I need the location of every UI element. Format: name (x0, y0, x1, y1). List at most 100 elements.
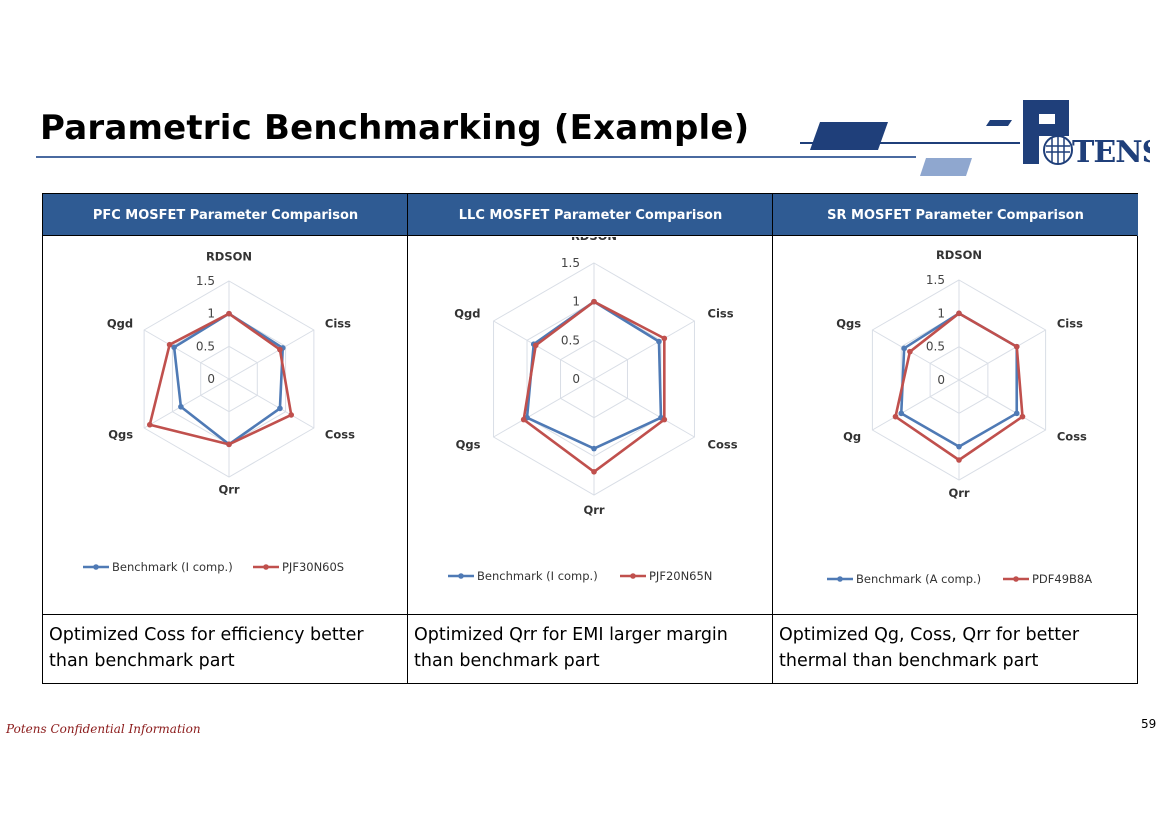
radar-chart-pfc-svg: 0 0.5 1 1.5 RDSON Ciss Coss Qrr Qgs Qgd Benchmark … (83, 249, 355, 574)
chart-legend: Benchmark (I comp.) PJF30N60S (83, 560, 344, 574)
radar-point (907, 348, 913, 355)
radar-point (178, 403, 184, 410)
description-pfc: Optimized Coss for efficiency better tha… (49, 625, 364, 671)
radar-point (591, 298, 597, 305)
radar-chart-pfc: 0 0.5 1 1.5 RDSON Ciss Coss Qrr Qgs Qgd Benchmark … (43, 237, 407, 614)
radar-axis-label: Qgd (454, 306, 480, 320)
column-divider (772, 194, 773, 683)
column-divider (407, 194, 408, 683)
radar-axis-label: Coss (325, 427, 355, 441)
chart-legend: Benchmark (A comp.) PDF49B8A (827, 572, 1092, 586)
row-divider (43, 614, 1137, 615)
radar-axis-label: Coss (708, 438, 738, 452)
radar-tick-label: 0.5 (561, 333, 580, 347)
radar-axis-label: Qgd (107, 317, 133, 331)
radar-point (277, 405, 283, 412)
radar-tick-label: 1.5 (196, 274, 215, 288)
radar-axis-label: Qrr (218, 483, 239, 497)
comparison-table: PFC MOSFET Parameter Comparison LLC MOSF… (42, 193, 1138, 684)
radar-axis-label: Ciss (325, 317, 351, 331)
page-number: 59 (1141, 717, 1157, 731)
radar-axis-label: Qgs (108, 427, 133, 441)
radar-spoke (958, 379, 1046, 431)
radar-point (171, 344, 177, 351)
legend-label: Benchmark (I comp.) (112, 560, 233, 574)
radar-point (591, 445, 597, 452)
legend-label: PDF49B8A (1032, 572, 1092, 586)
radar-point (898, 410, 905, 417)
header-sr: SR MOSFET Parameter Comparison (773, 194, 1138, 236)
legend-marker (1013, 576, 1019, 582)
radar-axis-label: Qgs (456, 438, 481, 452)
radar-point (901, 345, 907, 352)
title-underline (36, 156, 916, 158)
radar-chart-llc: 0 0.5 1 1.5 RDSON Ciss Coss Qrr Qgs Qgd Benchmark … (408, 229, 772, 614)
stripe-small-shape (986, 120, 1012, 126)
description-llc: Optimized Qrr for EMI larger margin than… (414, 625, 728, 671)
radar-spoke (593, 320, 695, 380)
radar-point (277, 346, 283, 353)
radar-axis-label: RDSON (571, 237, 617, 243)
radar-point (532, 342, 539, 349)
radar-spoke (143, 378, 230, 429)
row-divider (43, 235, 1137, 236)
legend-marker (458, 573, 464, 579)
radar-spoke (228, 378, 315, 429)
radar-point (146, 421, 153, 428)
confidential-footer: Potens Confidential Information (6, 722, 201, 736)
radar-chart-llc-svg: 0 0.5 1 1.5 RDSON Ciss Coss Qrr Qgs Qgd Benchmark … (448, 229, 738, 583)
radar-spoke (493, 378, 595, 438)
radar-point (1013, 410, 1020, 417)
radar-point (956, 310, 962, 317)
header-pfc: PFC MOSFET Parameter Comparison (43, 194, 408, 236)
radar-tick-label: 1.5 (561, 256, 580, 270)
radar-point (956, 457, 962, 463)
radar-axis-label: Ciss (708, 306, 734, 320)
radar-point (166, 341, 173, 348)
header-llc: LLC MOSFET Parameter Comparison (408, 194, 773, 236)
radar-spoke (593, 378, 695, 438)
stripe-dark-shape (810, 122, 888, 150)
radar-point (956, 443, 962, 450)
radar-point (226, 441, 232, 448)
radar-tick-label: 0 (937, 373, 945, 387)
legend-label: PJF20N65N (649, 569, 712, 583)
chart-legend: Benchmark (I comp.) PJF20N65N (448, 569, 712, 583)
radar-point (892, 413, 899, 420)
radar-axis-label: Qgs (836, 317, 861, 331)
stripe-light-shape (920, 158, 972, 176)
radar-axis-label: Coss (1057, 430, 1087, 444)
radar-spoke (872, 379, 960, 431)
radar-spoke (872, 329, 960, 381)
radar-chart-sr-svg: 0 0.5 1 1.5 RDSON Ciss Coss Qrr Qg Qgs Benchmark (… (827, 248, 1092, 586)
radar-axis-label: Qrr (948, 486, 969, 500)
radar-axis-label: Qrr (583, 503, 604, 517)
radar-axis-label: RDSON (936, 248, 982, 262)
page-title: Parametric Benchmarking (Example) (40, 108, 750, 148)
radar-spoke (493, 320, 595, 380)
potens-logo: TENS (800, 100, 1150, 176)
legend-marker (630, 573, 636, 579)
radar-tick-label: 1 (572, 295, 580, 309)
description-sr: Optimized Qg, Coss, Qrr for better therm… (779, 625, 1080, 671)
legend-label: Benchmark (I comp.) (477, 569, 598, 583)
radar-point (226, 310, 232, 317)
radar-point (661, 416, 668, 423)
logo-text: TENS (1072, 135, 1150, 170)
radar-axis-label: Qg (843, 430, 861, 444)
radar-axis-label: Ciss (1057, 317, 1083, 331)
radar-chart-sr: 0 0.5 1 1.5 RDSON Ciss Coss Qrr Qg Qgs Benchmark (… (773, 237, 1137, 614)
radar-spoke (958, 329, 1046, 381)
radar-tick-label: 1 (207, 307, 215, 321)
radar-point (520, 416, 527, 423)
radar-point (656, 338, 662, 345)
radar-spoke (143, 329, 230, 380)
legend-label: PJF30N60S (282, 560, 344, 574)
radar-point (661, 335, 668, 342)
radar-tick-label: 0.5 (926, 340, 945, 354)
radar-tick-label: 1 (937, 306, 945, 320)
radar-tick-label: 0.5 (196, 339, 215, 353)
radar-spoke (228, 329, 315, 380)
legend-marker (93, 564, 99, 570)
legend-marker (837, 576, 843, 582)
